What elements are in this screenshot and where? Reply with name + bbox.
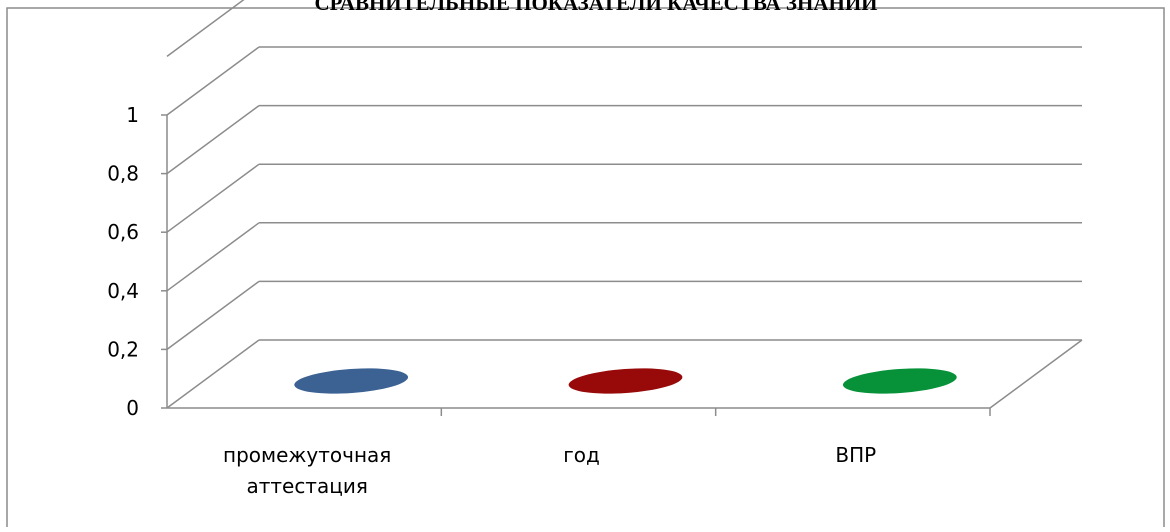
gridline-diagonal: [166, 339, 260, 409]
labels: 0 0,2 0,4 0,6 0,8 1 промежуточная аттестация год…: [107, 103, 876, 498]
bars: [294, 368, 957, 394]
y-tick-label: 1: [126, 103, 139, 127]
gridline-diagonal: [166, 0, 245, 58]
gridlines: [166, 0, 1082, 409]
floor-right-edge: [989, 339, 1083, 409]
y-tick-label: 0,8: [107, 162, 139, 186]
bar: [842, 368, 957, 394]
x-tick-label: промежуточная аттестация: [223, 443, 391, 498]
x-tick-label: год: [563, 443, 600, 467]
gridline-diagonal: [166, 46, 260, 116]
y-tick-label: 0,6: [107, 220, 139, 244]
gridline-diagonal: [166, 222, 260, 292]
chart-border: [6, 7, 1165, 532]
gridline-diagonal: [166, 280, 260, 351]
chart-title: СРАВНИТЕЛЬНЫЕ ПОКАЗАТЕЛИ КАЧЕСТВА ЗНАНИЙ: [314, 0, 877, 15]
bar: [294, 368, 409, 394]
y-tick-label: 0: [126, 396, 139, 420]
x-tick-label: ВПР: [835, 443, 876, 467]
axes: [161, 114, 1083, 416]
bar: [568, 368, 683, 394]
y-tick-label: 0,4: [107, 279, 139, 303]
y-tick-label: 0,2: [107, 337, 139, 361]
gridline-diagonal: [166, 104, 260, 175]
gridline-diagonal: [166, 163, 260, 233]
